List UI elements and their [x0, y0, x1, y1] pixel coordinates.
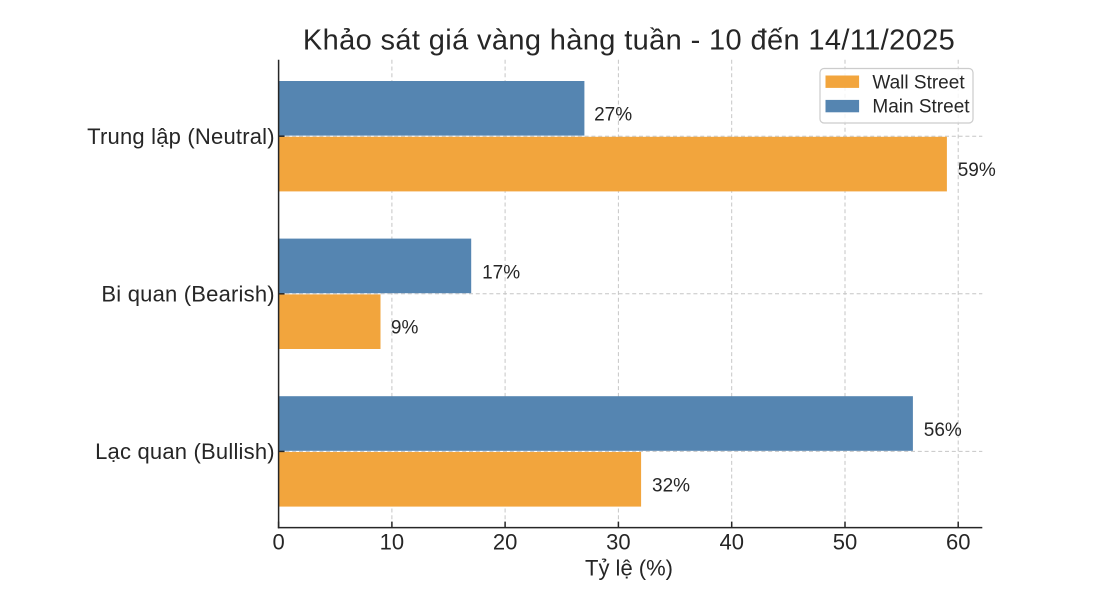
svg-text:Wall Street: Wall Street [872, 72, 965, 93]
svg-text:9%: 9% [391, 318, 419, 339]
svg-text:Bi quan (Bearish): Bi quan (Bearish) [101, 282, 274, 307]
svg-text:Trung lập (Neutral): Trung lập (Neutral) [87, 124, 275, 149]
svg-text:10: 10 [380, 529, 404, 554]
svg-text:32%: 32% [652, 475, 690, 496]
svg-text:Khảo sát giá vàng hàng tuần -: Khảo sát giá vàng hàng tuần - 10 đến 14/… [303, 25, 955, 57]
svg-text:56%: 56% [924, 420, 962, 441]
svg-text:40: 40 [719, 529, 743, 554]
svg-text:50: 50 [833, 529, 857, 554]
svg-text:Tỷ lệ (%): Tỷ lệ (%) [585, 556, 673, 581]
svg-text:17%: 17% [482, 262, 520, 283]
svg-text:0: 0 [272, 529, 284, 554]
svg-text:Main Street: Main Street [872, 97, 970, 118]
svg-text:59%: 59% [958, 160, 996, 181]
svg-text:20: 20 [493, 529, 517, 554]
svg-text:27%: 27% [594, 104, 632, 125]
svg-text:Lạc quan (Bullish): Lạc quan (Bullish) [95, 439, 275, 464]
svg-text:30: 30 [606, 529, 630, 554]
svg-text:60: 60 [946, 529, 970, 554]
